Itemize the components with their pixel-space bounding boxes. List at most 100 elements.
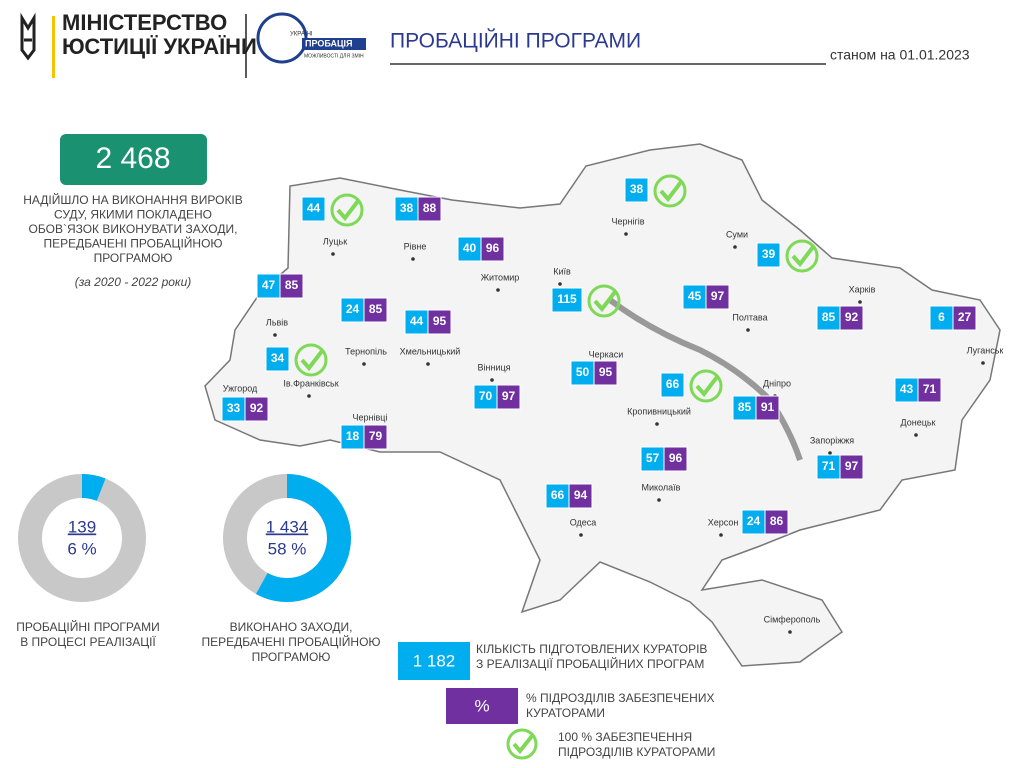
curators-count: 66 xyxy=(666,377,680,391)
percent-box xyxy=(568,483,593,509)
city-name: Луцьк xyxy=(323,236,347,246)
curators-count: 71 xyxy=(822,459,836,473)
city-name: Луганськ xyxy=(967,345,1004,355)
percent-value: 85 xyxy=(285,278,299,292)
percent-box xyxy=(663,446,688,472)
city-dot xyxy=(733,245,737,249)
city-name: Харків xyxy=(849,284,876,294)
percent-value: 95 xyxy=(599,365,613,379)
city-dot xyxy=(719,533,723,537)
curators-box xyxy=(551,287,583,313)
donut-count: 139 xyxy=(68,517,96,536)
donut-percent: 58 % xyxy=(268,539,307,558)
curators-count: 33 xyxy=(227,401,241,415)
curators-box xyxy=(756,242,781,268)
percent-box xyxy=(279,273,304,299)
legend: 1 182 КІЛЬКІСТЬ ПІДГОТОВЛЕНИХ КУРАТОРІВ … xyxy=(398,642,715,760)
percent-value: 96 xyxy=(669,451,683,465)
legend-text: ПІДРОЗДІЛІВ КУРАТОРАМИ xyxy=(558,745,715,759)
percent-box xyxy=(952,305,977,331)
curators-count: 6 xyxy=(938,310,945,324)
percent-value: 92 xyxy=(250,401,264,415)
percent-value: 97 xyxy=(502,389,516,403)
logo-text: МОЖЛИВОСТІ ДЛЯ ЗМІН xyxy=(304,53,364,59)
percent-value: 27 xyxy=(958,310,972,324)
city-name: Ів.Франківськ xyxy=(283,378,338,388)
full-check xyxy=(791,245,815,268)
river xyxy=(608,297,803,461)
city-name: Дніпро xyxy=(763,378,791,388)
city-dot xyxy=(490,378,494,382)
city-dot xyxy=(981,361,985,365)
full-check-circle xyxy=(785,239,819,273)
city-dot xyxy=(914,433,918,437)
percent-value: 91 xyxy=(761,400,775,414)
curators-count: 38 xyxy=(400,201,414,215)
curators-count: 24 xyxy=(747,514,761,528)
summary-line: НАДІЙШЛО НА ВИКОНАННЯ ВИРОКІВ xyxy=(23,192,243,207)
page-title: ПРОБАЦІЙНІ ПРОГРАМИ xyxy=(390,29,641,53)
header: МІНІСТЕРСТВО ЮСТИЦІЇ УКРАЇНИ УКРАЇНІ ПРО… xyxy=(20,10,970,78)
percent-value: 92 xyxy=(845,310,859,324)
summary-line: ПЕРЕДБАЧЕНІ ПРОБАЦІЙНОЮ xyxy=(43,236,222,251)
percent-value: 94 xyxy=(574,488,588,502)
summary-line: ОБОВ`ЯЗОК ВИКОНУВАТИ ЗАХОДИ, xyxy=(29,222,238,236)
city-dot xyxy=(426,362,430,366)
percent-box xyxy=(839,454,864,480)
percent-value: 86 xyxy=(770,514,784,528)
percent-box xyxy=(917,377,942,403)
city-dot xyxy=(657,498,661,502)
full-check-circle xyxy=(330,193,364,227)
city-name: Донецьк xyxy=(901,417,936,427)
city-dot xyxy=(828,451,832,455)
legend-text: % ПІДРОЗДІЛІВ ЗАБЕЗПЕЧЕНИХ xyxy=(526,691,714,705)
city-dot xyxy=(579,533,583,537)
donut-arc xyxy=(18,474,146,602)
trident xyxy=(20,12,36,61)
percent-value: 88 xyxy=(423,201,437,215)
full-check-circle xyxy=(653,174,687,208)
curators-count: 44 xyxy=(410,314,424,328)
curators-count: 50 xyxy=(576,365,590,379)
summary: 2 468 НАДІЙШЛО НА ВИКОНАННЯ ВИРОКІВСУДУ,… xyxy=(23,134,243,289)
city-name: Черкаси xyxy=(589,349,624,359)
city-name: Житомир xyxy=(481,272,520,282)
curators-box xyxy=(301,196,326,222)
total: 2 468 xyxy=(95,142,170,175)
full-check xyxy=(300,349,324,372)
legend-percent-box xyxy=(446,688,518,724)
curators-count: 57 xyxy=(646,451,660,465)
city-dot xyxy=(558,282,562,286)
donut-count: 1 434 xyxy=(266,517,309,536)
percent-value: 97 xyxy=(845,459,859,473)
full-check-circle xyxy=(294,343,328,377)
curators-count: 70 xyxy=(479,389,493,403)
full-check xyxy=(593,290,617,313)
regions: Луцьк 44 Рівне 38 88 Житомир 40 96 Київ 115 Черніг… xyxy=(221,174,1004,634)
percent-box xyxy=(764,509,789,535)
full-check-circle xyxy=(587,284,621,318)
city-dot xyxy=(746,328,750,332)
curators-count: 115 xyxy=(557,292,577,306)
curators-count: 34 xyxy=(271,351,285,365)
city-dot xyxy=(411,257,415,261)
full-check-circle xyxy=(689,369,723,403)
percent-box xyxy=(839,305,864,331)
donut-arc xyxy=(223,474,351,602)
percent-value: 85 xyxy=(369,302,383,316)
city-name: Хмельницький xyxy=(400,346,461,356)
legend-text: 100 % ЗАБЕЗПЕЧЕННЯ xyxy=(558,730,692,744)
curators-count: 24 xyxy=(346,302,360,316)
city-dot xyxy=(655,422,659,426)
legend-percent-symbol: % xyxy=(474,696,489,715)
summary-period: (за 2020 - 2022 роки) xyxy=(75,275,192,289)
curators-count: 18 xyxy=(346,429,360,443)
logo-band xyxy=(302,38,366,50)
city-name: Херсон xyxy=(708,517,739,527)
city-name: Суми xyxy=(726,229,748,239)
city-name: Львів xyxy=(266,317,288,327)
legend-text: З РЕАЛІЗАЦІЇ ПРОБАЦІЙНИХ ПРОГРАМ xyxy=(476,656,704,671)
city-name: Рівне xyxy=(404,241,427,251)
city-name: Миколаїв xyxy=(642,482,681,492)
curators-box xyxy=(660,372,685,398)
